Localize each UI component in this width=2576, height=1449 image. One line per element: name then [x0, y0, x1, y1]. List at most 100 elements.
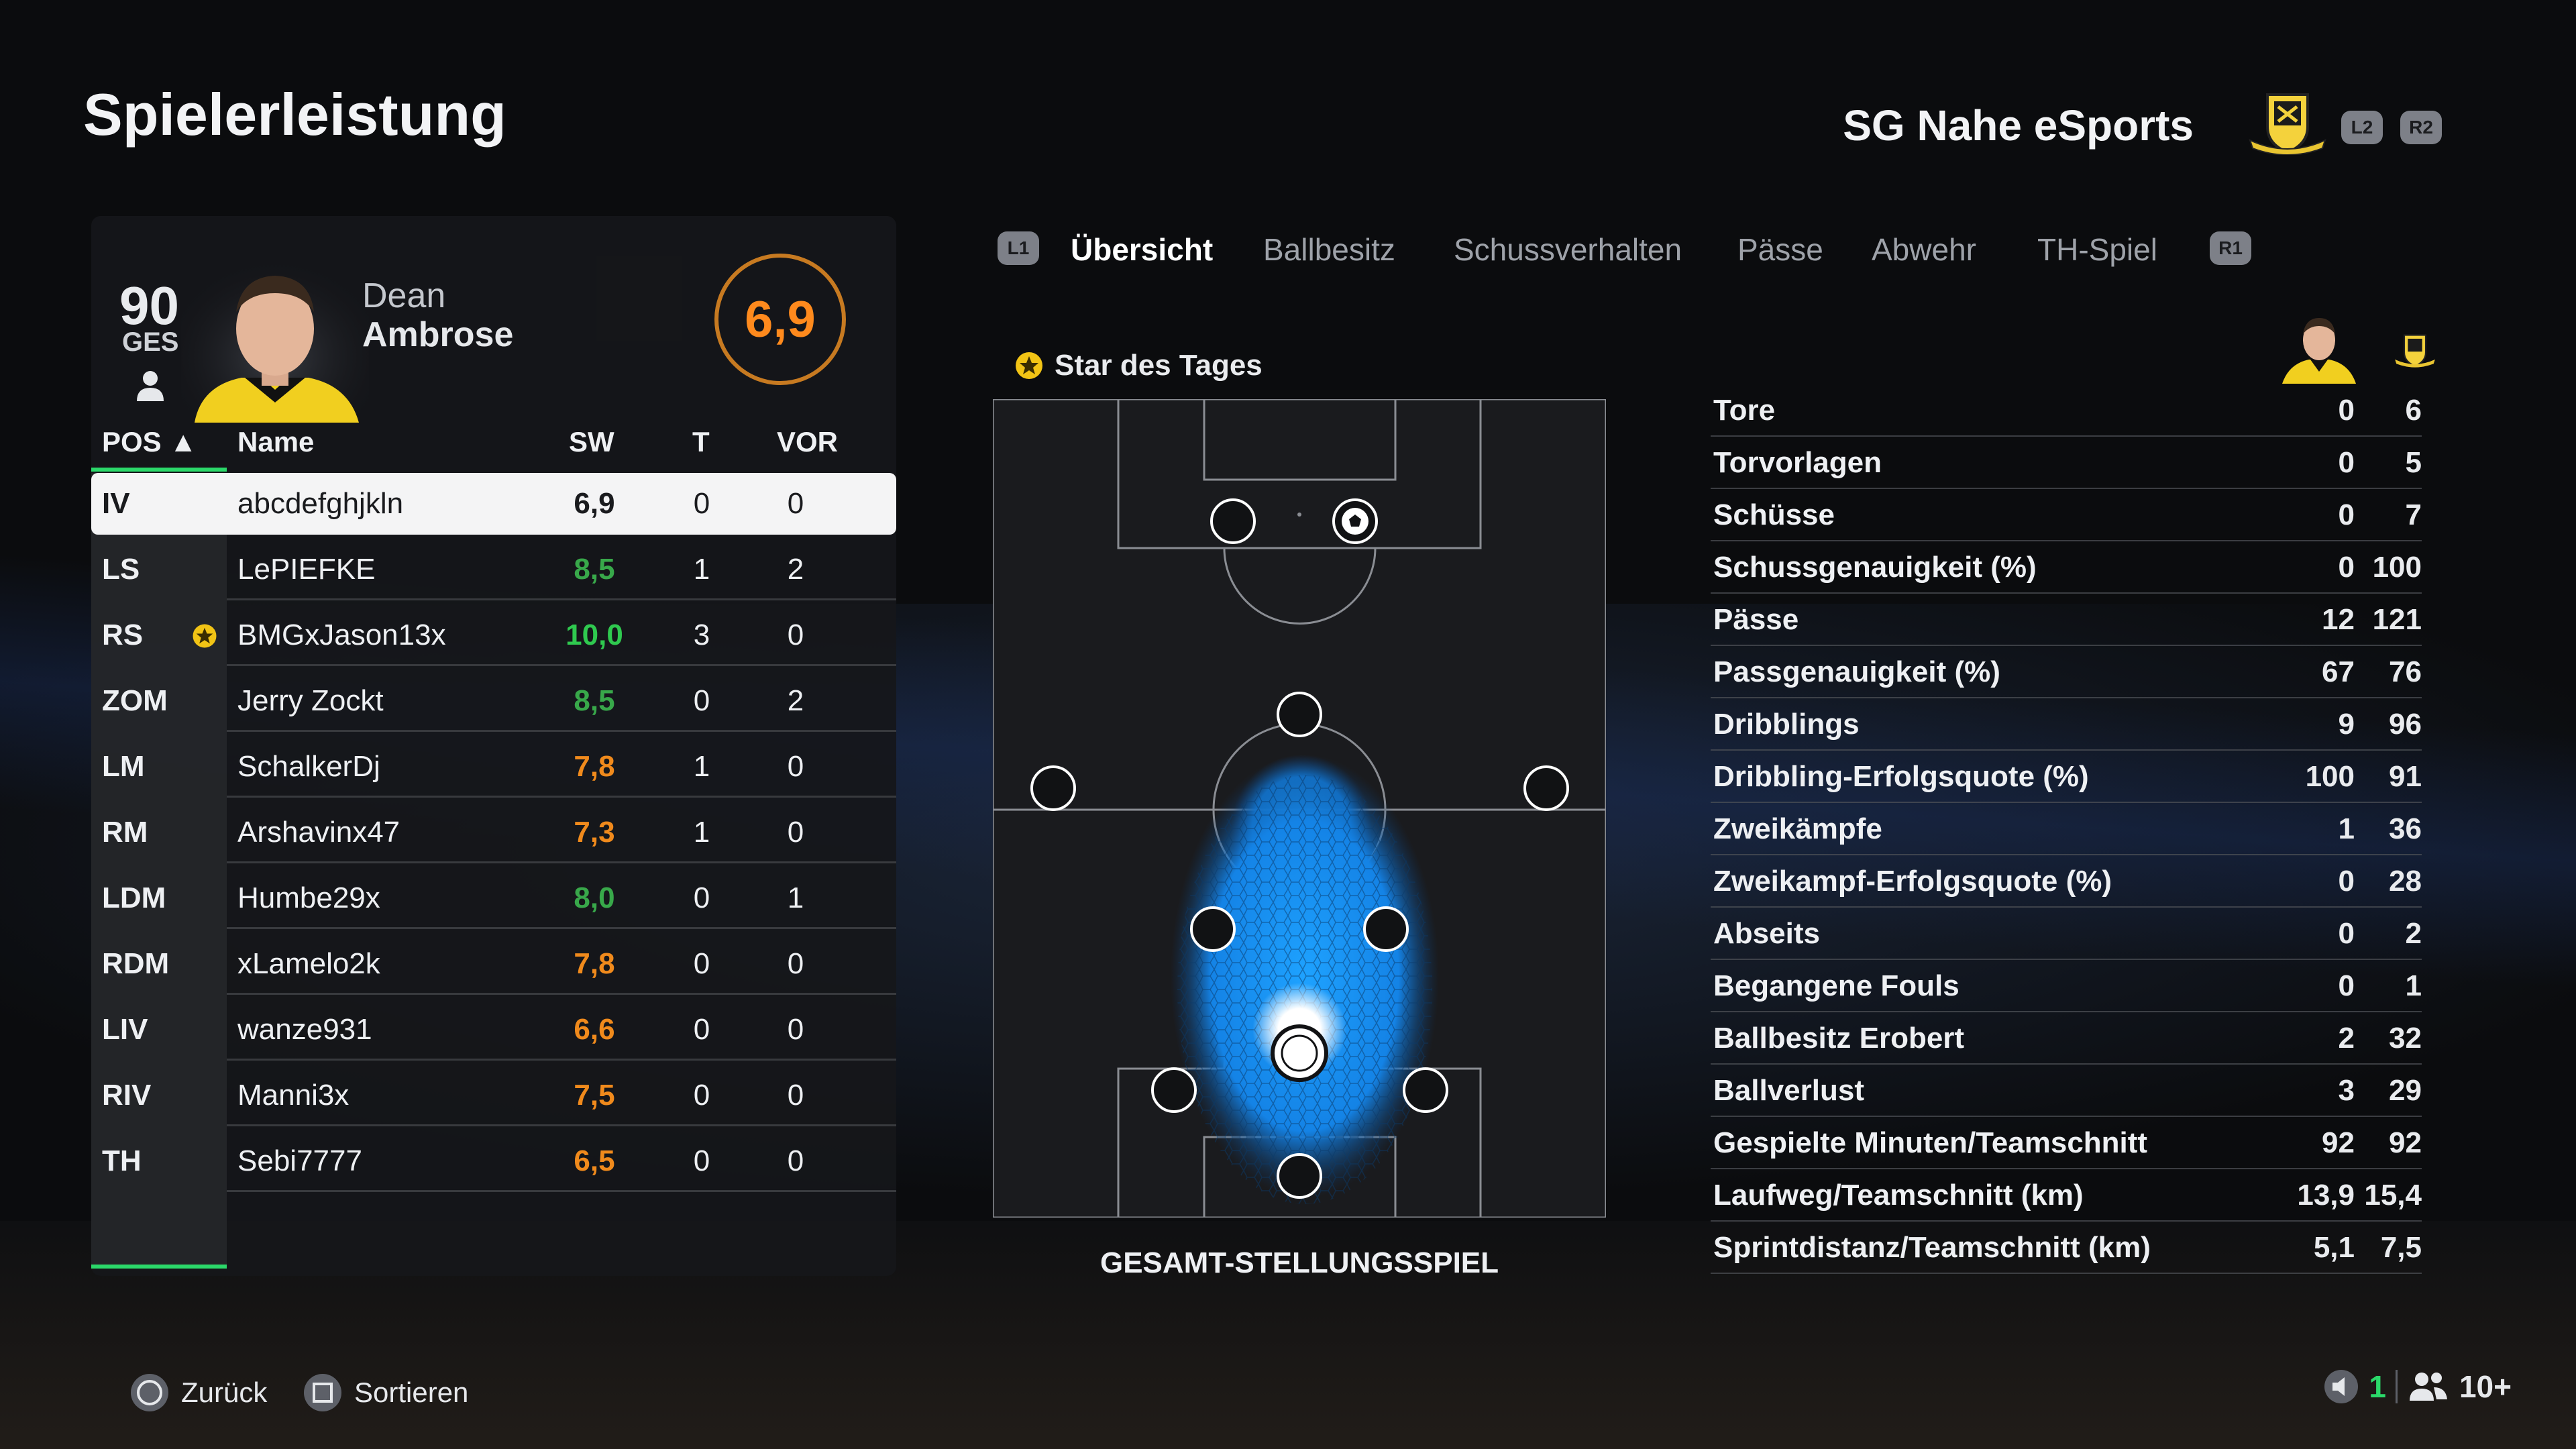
table-row[interactable]: LIV wanze931 6,6 0 0	[91, 999, 896, 1061]
stat-player-value: 9	[2338, 708, 2355, 741]
tab-5[interactable]: TH-Spiel	[2037, 232, 2157, 267]
back-button[interactable]: Zurück	[129, 1372, 267, 1413]
row-assists: 0	[787, 1013, 804, 1046]
stat-label: Begangene Fouls	[1713, 969, 1960, 1002]
stat-row: Schüsse 0 7	[1711, 489, 2422, 541]
stat-team-value: 92	[2389, 1126, 2422, 1159]
r1-button[interactable]: R1	[2210, 231, 2251, 265]
tab-4[interactable]: Abwehr	[1872, 232, 1976, 267]
stat-team-value: 36	[2389, 812, 2422, 845]
stat-team-value: 6	[2405, 394, 2422, 427]
row-assists: 0	[787, 1144, 804, 1177]
voice-count: 1	[2369, 1369, 2386, 1404]
stat-row: Dribblings 9 96	[1711, 698, 2422, 751]
header-t[interactable]: T	[692, 426, 710, 458]
pitch-caption: GESAMT-STELLUNGSSPIEL	[1099, 1246, 1499, 1279]
stat-row: Sprintdistanz/Teamschnitt (km) 5,1 7,5	[1711, 1222, 2422, 1274]
tab-1[interactable]: Ballbesitz	[1263, 232, 1395, 267]
row-assists: 0	[787, 750, 804, 783]
stat-label: Torvorlagen	[1713, 446, 1882, 479]
row-position: ZOM	[102, 684, 168, 717]
table-row[interactable]: ZOM Jerry Zockt 8,5 0 2	[91, 670, 896, 732]
row-position: LIV	[102, 1013, 148, 1046]
row-name: Jerry Zockt	[237, 684, 384, 717]
stat-label: Sprintdistanz/Teamschnitt (km)	[1713, 1231, 2151, 1264]
table-row[interactable]: LDM Humbe29x 8,0 0 1	[91, 867, 896, 929]
stat-player-value: 0	[2338, 394, 2355, 427]
table-row[interactable]: RDM xLamelo2k 7,8 0 0	[91, 933, 896, 995]
star-of-day-label: Star des Tages	[1013, 349, 1263, 382]
table-row[interactable]: RIV Manni3x 7,5 0 0	[91, 1065, 896, 1126]
match-rating-badge: 6,9	[714, 254, 846, 385]
table-row[interactable]: TH Sebi7777 6,5 0 0	[91, 1130, 896, 1192]
stat-row: Laufweg/Teamschnitt (km) 13,9 15,4	[1711, 1169, 2422, 1222]
party-count: 10+	[2459, 1369, 2512, 1404]
stat-player-value: 67	[2322, 655, 2355, 688]
stat-player-value: 2	[2338, 1022, 2355, 1055]
stat-row: Zweikampf-Erfolgsquote (%) 0 28	[1711, 855, 2422, 908]
sort-button[interactable]: Sortieren	[302, 1372, 468, 1413]
star-of-day-icon	[1016, 352, 1042, 379]
circle-button-icon	[131, 1374, 168, 1411]
row-goals: 0	[693, 684, 710, 717]
row-goals: 3	[693, 619, 710, 651]
tab-0[interactable]: Übersicht	[1071, 232, 1214, 267]
row-rating: 6,9	[574, 487, 615, 520]
stat-row: Zweikämpfe 1 36	[1711, 803, 2422, 855]
row-assists: 0	[787, 947, 804, 980]
stat-label: Schüsse	[1713, 498, 1835, 531]
table-row[interactable]: RS BMGxJason13x 10,0 3 0	[91, 604, 896, 666]
header-vor[interactable]: VOR	[777, 426, 839, 458]
overall-label: GES	[122, 327, 179, 357]
stat-row: Begangene Fouls 0 1	[1711, 960, 2422, 1012]
row-goals: 0	[693, 947, 710, 980]
stat-row: Gespielte Minuten/Teamschnitt 92 92	[1711, 1117, 2422, 1169]
row-rating: 8,5	[574, 684, 615, 717]
row-name: Arshavinx47	[237, 816, 400, 849]
stat-row: Ballbesitz Erobert 2 32	[1711, 1012, 2422, 1065]
row-rating: 10,0	[566, 619, 623, 651]
stat-label: Schussgenauigkeit (%)	[1713, 551, 2037, 584]
row-rating: 7,8	[574, 750, 615, 783]
header-underline	[91, 468, 227, 472]
row-position: IV	[102, 487, 130, 520]
sort-label: Sortieren	[354, 1377, 469, 1408]
table-row[interactable]: IV abcdefghjkln 6,9 0 0	[91, 473, 896, 535]
l1-button[interactable]: L1	[998, 231, 1039, 265]
stat-player-value: 0	[2338, 446, 2355, 479]
stat-team-value: 32	[2389, 1022, 2422, 1055]
row-assists: 0	[787, 619, 804, 651]
stat-label: Zweikämpfe	[1713, 812, 1882, 845]
stat-team-value: 15,4	[2364, 1179, 2422, 1212]
tab-2[interactable]: Schussverhalten	[1454, 232, 1682, 267]
person-icon	[137, 371, 164, 401]
table-row[interactable]: LS LePIEFKE 8,5 1 2	[91, 539, 896, 600]
stat-label: Ballverlust	[1713, 1074, 1864, 1107]
header-pos[interactable]: POS ▲	[102, 426, 197, 458]
table-row[interactable]: LM SchalkerDj 7,8 1 0	[91, 736, 896, 798]
team-column-crest-icon	[2395, 334, 2435, 368]
stat-team-value: 5	[2405, 446, 2422, 479]
stat-label: Dribbling-Erfolgsquote (%)	[1713, 760, 2089, 793]
r2-button[interactable]: R2	[2400, 111, 2442, 144]
stat-team-value: 29	[2389, 1074, 2422, 1107]
l2-button[interactable]: L2	[2341, 111, 2383, 144]
row-rating: 8,5	[574, 553, 615, 586]
table-row[interactable]: RM Arshavinx47 7,3 1 0	[91, 802, 896, 863]
stat-player-value: 5,1	[2313, 1231, 2355, 1264]
row-rating: 7,3	[574, 816, 615, 849]
row-name: BMGxJason13x	[237, 619, 446, 651]
row-position: RIV	[102, 1079, 152, 1112]
row-rating: 6,6	[574, 1013, 615, 1046]
header-name[interactable]: Name	[237, 426, 315, 458]
stat-row: Pässe 12 121	[1711, 594, 2422, 646]
header-sw[interactable]: SW	[569, 426, 614, 458]
position-heatmap-pitch	[993, 399, 1606, 1218]
stat-player-value: 100	[2305, 760, 2355, 793]
row-name: SchalkerDj	[237, 750, 380, 783]
player-portrait	[181, 258, 369, 423]
session-status: 1 10+	[2323, 1368, 2512, 1405]
row-assists: 2	[787, 553, 804, 586]
stat-row: Schussgenauigkeit (%) 0 100	[1711, 541, 2422, 594]
tab-3[interactable]: Pässe	[1737, 232, 1823, 267]
